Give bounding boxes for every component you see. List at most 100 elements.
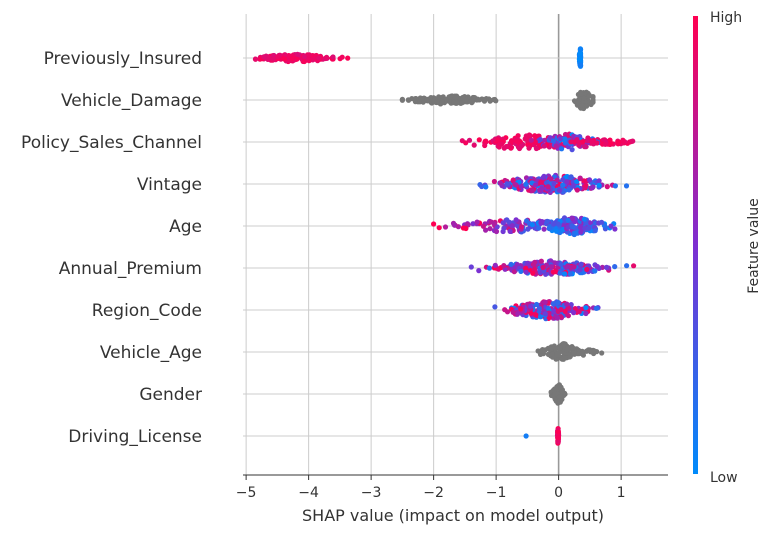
shap-point [532,139,538,145]
shap-point [443,96,449,102]
shap-point [583,182,589,189]
feature-dots [459,131,636,153]
feature-dots [252,46,584,69]
shap-point [567,354,573,360]
shap-point [555,434,562,441]
shap-point [557,187,563,193]
shap-point [424,96,430,103]
shap-point [569,147,575,153]
shap-point [550,301,556,307]
shap-point [620,137,626,143]
shap-point [538,179,544,185]
shap-point [555,299,561,306]
colorbar-title: Feature value [746,198,762,294]
shap-point [506,219,512,225]
shap-point [578,225,584,231]
shap-point [552,391,558,397]
shap-point [454,93,460,99]
shap-point [494,136,501,143]
feature-label: Region_Code [92,301,202,321]
shap-point [565,217,571,223]
shap-point [564,347,570,353]
shap-point [574,179,580,185]
shap-point [584,138,590,144]
shap-point [630,138,636,144]
shap-point [289,56,295,62]
shap-point [562,308,568,314]
shap-point [316,55,322,61]
shap-point [587,348,593,354]
shap-point [577,62,583,68]
shap-point [562,131,569,138]
shap-point [483,184,489,190]
shap-point [557,397,563,403]
shap-point [604,184,610,190]
shap-point [565,264,571,270]
shap-point [488,97,494,104]
shap-point [469,98,475,104]
shap-point [624,263,630,269]
shap-point [562,136,568,142]
shap-point [608,223,614,229]
shap-point [442,224,449,230]
feature-dots [492,299,601,322]
x-tick-label: −5 [236,485,257,501]
shap-point [564,179,570,185]
shap-point [582,143,588,149]
shap-point [590,99,596,105]
shap-point [508,261,514,267]
shap-point [583,305,589,311]
shap-point [534,301,540,308]
feature-label: Vehicle_Damage [61,91,202,111]
shap-point [577,267,583,273]
shap-point [571,182,577,189]
shap-point [553,346,559,352]
shap-point [604,264,610,270]
shap-point [542,311,548,317]
shap-point [538,348,544,354]
shap-point [330,54,336,60]
shap-point [523,133,530,139]
shap-point [436,225,442,231]
shap-point [541,226,547,232]
shap-point [551,308,557,314]
shap-point [570,215,576,222]
feature-dots [399,89,596,112]
shap-point [576,351,582,357]
shap-point [532,259,538,265]
shap-point [483,138,489,144]
shap-point [470,221,476,227]
feature-label: Previously_Insured [44,49,202,69]
shap-point [539,185,545,192]
shap-point [577,50,583,57]
shap-point [551,221,557,227]
shap-point [463,97,469,103]
shap-point [431,98,437,104]
shap-point [537,136,543,143]
shap-point [586,177,593,183]
shap-point [536,305,543,311]
shap-point [565,313,572,319]
shap-point [513,182,519,188]
shap-point [479,183,485,190]
shap-point [523,433,529,439]
shap-point [301,58,307,65]
shap-point [541,173,547,179]
shap-point [564,301,570,307]
shap-point [555,439,561,445]
shap-point [526,145,532,151]
feature-label: Annual_Premium [59,259,202,279]
shap-point [523,269,529,275]
shap-point [557,136,563,142]
shap-point [514,138,520,144]
shap-point [542,299,548,305]
shap-point [514,310,521,317]
shap-point [530,270,536,276]
shap-point [513,217,519,223]
feature-dots [523,426,562,446]
shap-point [577,46,584,52]
shap-point [504,181,510,187]
shap-point [558,261,564,267]
shap-point [589,139,595,145]
